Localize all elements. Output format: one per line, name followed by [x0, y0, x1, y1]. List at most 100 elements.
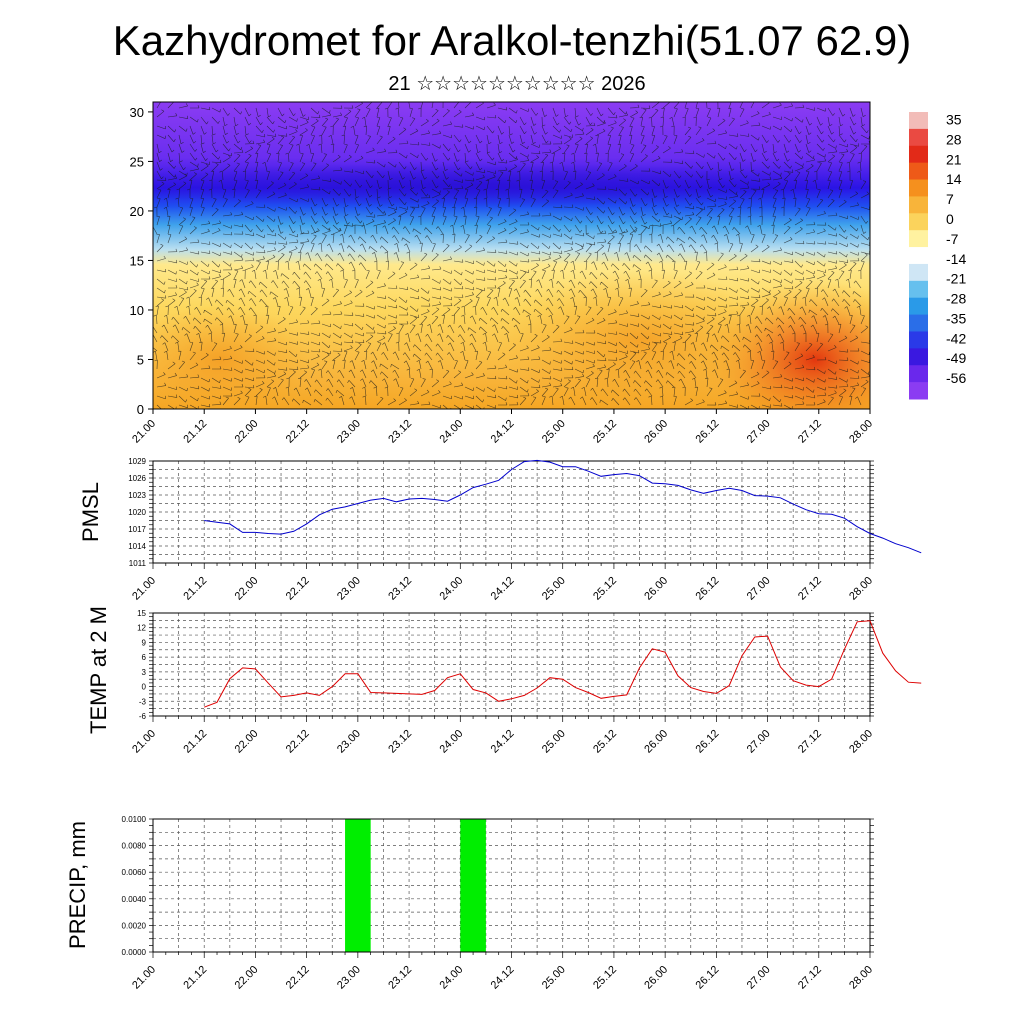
heatmap-y-tick-label: 0	[137, 402, 144, 417]
precip-x-tick-label: 21.00	[130, 964, 158, 992]
colorbar-label: -35	[946, 310, 966, 326]
temp-frame	[152, 612, 871, 717]
temp-x-tick-label: 25.12	[591, 728, 619, 756]
heatmap-y-tick-label: 15	[130, 253, 144, 268]
heatmap-x-tick-label: 27.00	[745, 418, 773, 446]
temp-x-tick-label: 21.00	[130, 728, 158, 756]
precip-x-tick-label: 24.00	[437, 964, 465, 992]
pmsl-y-tick-label: 1017	[128, 525, 146, 534]
heatmap-x-tick-label: 21.00	[130, 418, 158, 446]
heatmap-x-tick-label: 27.12	[796, 418, 824, 446]
heatmap-x-tick-label: 24.12	[489, 418, 517, 446]
precip-y-tick-label: 0.0060	[122, 868, 147, 877]
heatmap-x-tick-label: 23.12	[386, 418, 414, 446]
heatmap-cold-band	[153, 163, 870, 207]
pmsl-x-tick-label: 23.00	[335, 575, 363, 603]
temp-y-tick-label: 15	[137, 609, 146, 618]
temp-series-line	[204, 620, 922, 708]
colorbar-segment	[909, 297, 928, 316]
precip-x-tick-label: 22.00	[233, 964, 261, 992]
heatmap-x-tick-label: 26.00	[642, 418, 670, 446]
temp-y-tick-label: 12	[137, 624, 146, 633]
colorbar-segment	[909, 145, 928, 164]
colorbar-segment	[909, 196, 928, 214]
heatmap-x-tick-label: 25.12	[591, 418, 619, 446]
colorbar-segment	[909, 112, 928, 130]
colorbar-label: -42	[946, 330, 966, 346]
colorbar-label: 28	[946, 131, 962, 147]
pmsl-x-tick-label: 28.00	[847, 575, 875, 603]
precip-x-tick-label: 27.12	[796, 964, 824, 992]
temp-x-tick-label: 23.12	[386, 728, 414, 756]
precip-x-tick-label: 26.12	[694, 964, 722, 992]
precip-bar	[460, 819, 486, 952]
pmsl-panel: 1011 1014 1017 1020 1023 1026 1029 PMSL 21.00 21.…	[78, 457, 922, 603]
pmsl-x-tick-label: 24.12	[489, 575, 517, 603]
heatmap-y-tick-label: 20	[130, 204, 144, 219]
colorbar-label: -56	[946, 370, 966, 386]
temp-x-tick-label: 24.12	[489, 728, 517, 756]
colorbar-label: 14	[946, 171, 962, 187]
heatmap-y-tick-label: 30	[130, 105, 144, 120]
heatmap-warm-area	[153, 305, 310, 409]
colorbar-segment	[909, 247, 928, 265]
precip-bar	[345, 819, 371, 952]
temp-x-tick-label: 22.12	[284, 728, 312, 756]
colorbar-label: -49	[946, 350, 966, 366]
colorbar-label: 7	[946, 191, 954, 207]
temp-x-tick-label: 26.12	[694, 728, 722, 756]
pmsl-y-tick-label: 1029	[128, 457, 146, 466]
colorbar-label: 35	[946, 112, 962, 128]
temp-y-axis-label: TEMP at 2 M	[86, 606, 111, 734]
heatmap-x-tick-label: 24.00	[437, 418, 465, 446]
pmsl-x-tick-label: 27.12	[796, 575, 824, 603]
precip-y-tick-label: 0.0080	[122, 842, 147, 851]
temp-x-tick-label: 25.00	[540, 728, 568, 756]
heatmap-x-tick-label: 21.12	[181, 418, 209, 446]
pmsl-x-tick-label: 23.12	[386, 575, 414, 603]
pmsl-x-tick-label: 25.00	[540, 575, 568, 603]
colorbar-label: -14	[946, 251, 966, 267]
precip-x-tick-label: 23.00	[335, 964, 363, 992]
temp-y-tick-label: 3	[142, 668, 147, 677]
pmsl-x-tick-label: 25.12	[591, 575, 619, 603]
temp-y-tick-label: -3	[139, 697, 147, 706]
pmsl-x-tick-label: 26.12	[694, 575, 722, 603]
colorbar-segment	[909, 213, 928, 231]
temp-x-tick-label: 28.00	[847, 728, 875, 756]
precip-panel: 0.0000 0.0020 0.0040 0.0060 0.0080 0.0100 PREC…	[65, 815, 875, 992]
pmsl-y-tick-label: 1020	[128, 508, 146, 517]
temp-x-tick-label: 26.00	[642, 728, 670, 756]
colorbar-segment	[909, 331, 928, 349]
pmsl-grid	[152, 460, 871, 564]
colorbar-label: 21	[946, 151, 962, 167]
temp-y-tick-label: -6	[139, 712, 147, 721]
colorbar-segment	[909, 263, 928, 282]
precip-grid	[152, 818, 871, 953]
pmsl-x-tick-label: 26.00	[642, 575, 670, 603]
precip-y-tick-label: 0.0100	[122, 815, 147, 824]
colorbar-segment	[909, 230, 928, 248]
page-title: Kazhydromet for Aralkol-tenzhi(51.07 62.…	[112, 17, 912, 64]
pmsl-x-tick-label: 21.12	[181, 575, 209, 603]
pmsl-x-tick-label: 22.00	[233, 575, 261, 603]
heatmap-y-tick-label: 25	[130, 154, 144, 169]
pmsl-x-tick-label: 24.00	[437, 575, 465, 603]
heatmap-x-tick-label: 22.12	[284, 418, 312, 446]
page-subtitle: 21 ☆☆☆☆☆☆☆☆☆☆ 2026	[388, 73, 646, 95]
colorbar: 35 28 21 14 7 0 -7 -14 -21 -28 -35 -42 -49 -56	[909, 112, 966, 400]
temp-y-tick-label: 0	[142, 683, 147, 692]
precip-x-tick-label: 23.12	[386, 964, 414, 992]
pmsl-y-tick-label: 1023	[128, 491, 146, 500]
precip-x-tick-label: 27.00	[745, 964, 773, 992]
temp-x-tick-label: 27.12	[796, 728, 824, 756]
heatmap-field	[153, 102, 870, 409]
colorbar-segment	[909, 162, 928, 181]
heatmap-warm-area	[500, 270, 780, 409]
pmsl-y-tick-label: 1014	[128, 542, 146, 551]
colorbar-label: -21	[946, 271, 966, 287]
precip-x-tick-label: 24.12	[489, 964, 517, 992]
precip-y-tick-label: 0.0000	[122, 948, 147, 957]
pmsl-y-tick-label: 1011	[129, 559, 147, 568]
